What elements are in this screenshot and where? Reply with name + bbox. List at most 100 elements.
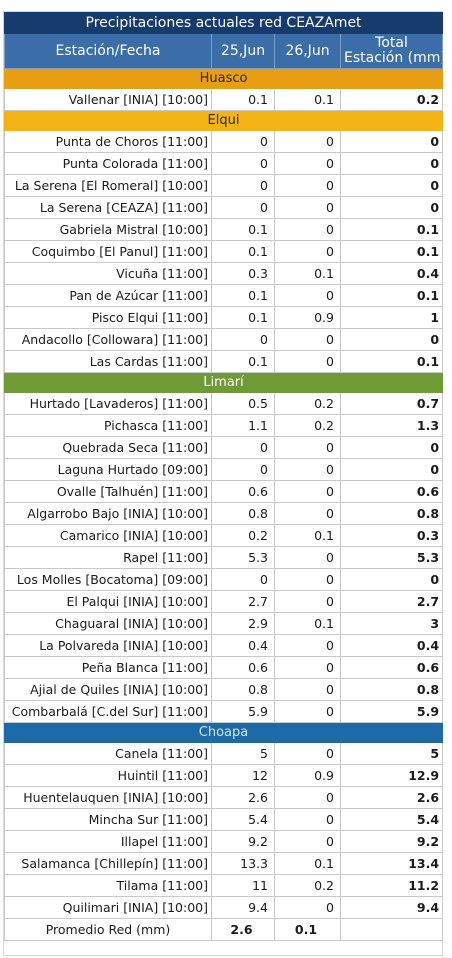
day1-value: 5.3 xyxy=(211,546,275,569)
station-name: Hurtado [Lavaderos] [11:00] xyxy=(4,392,212,415)
total-value: 0.3 xyxy=(339,524,444,547)
day1-value: 1.1 xyxy=(211,414,275,437)
table-row: Pichasca [11:00] 1.1 0.2 1.3 xyxy=(4,414,444,437)
station-name: Andacollo [Collowara] [11:00] xyxy=(4,328,212,351)
station-name: Ajial de Quiles [INIA] [10:00] xyxy=(4,678,212,701)
day1-value: 5 xyxy=(211,742,275,765)
station-name: Las Cardas [11:00] xyxy=(4,350,212,373)
day2-value: 0 xyxy=(274,808,341,831)
table-row: Canela [11:00] 5 0 5 xyxy=(4,742,444,765)
day1-value: 0.1 xyxy=(211,218,275,241)
station-name: Combarbalá [C.del Sur] [11:00] xyxy=(4,700,212,723)
day1-value: 0.6 xyxy=(211,480,275,503)
table-row: Pan de Azúcar [11:00] 0.1 0 0.1 xyxy=(4,284,444,307)
header-day1: 25,Jun xyxy=(211,33,275,69)
header-total-line2: Estación (mm) xyxy=(344,50,443,66)
station-name: Pan de Azúcar [11:00] xyxy=(4,284,212,307)
day2-value: 0 xyxy=(274,240,341,263)
day2-value: 0.1 xyxy=(274,852,341,875)
day1-value: 9.4 xyxy=(211,896,275,919)
day2-value: 0 xyxy=(274,284,341,307)
day2-value: 0.1 xyxy=(274,262,341,285)
table-row: Vicuña [11:00] 0.3 0.1 0.4 xyxy=(4,262,444,285)
total-value: 3 xyxy=(339,612,444,635)
day2-value: 0 xyxy=(274,742,341,765)
day1-value: 0.1 xyxy=(211,284,275,307)
total-value: 9.4 xyxy=(339,896,444,919)
table-row: Punta Colorada [11:00] 0 0 0 xyxy=(4,152,444,175)
station-name: Canela [11:00] xyxy=(4,742,212,765)
day1-value: 0.4 xyxy=(211,634,275,657)
day2-value: 0.9 xyxy=(274,764,341,787)
day1-value: 0.8 xyxy=(211,678,275,701)
table-row: Ajial de Quiles [INIA] [10:00] 0.8 0 0.8 xyxy=(4,678,444,701)
precipitation-table-container: Precipitaciones actuales red CEAZAmet Es… xyxy=(3,12,444,941)
total-value: 13.4 xyxy=(339,852,444,875)
table-row: Mincha Sur [11:00] 5.4 0 5.4 xyxy=(4,808,444,831)
header-row: Estación/Fecha 25,Jun 26,Jun Total Estac… xyxy=(4,33,444,69)
precipitation-table: Precipitaciones actuales red CEAZAmet Es… xyxy=(3,12,444,941)
station-name: El Palqui [INIA] [10:00] xyxy=(4,590,212,613)
header-total-line1: Total xyxy=(375,35,408,51)
region-name: Elqui xyxy=(3,110,444,131)
station-name: La Serena [CEAZA] [11:00] xyxy=(4,196,212,219)
day1-value: 0.8 xyxy=(211,502,275,525)
station-name: Pichasca [11:00] xyxy=(4,414,212,437)
day2-value: 0.2 xyxy=(274,392,341,415)
total-value: 0 xyxy=(339,568,444,591)
total-value: 2.7 xyxy=(339,590,444,613)
day1-value: 0 xyxy=(211,152,275,175)
day2-value: 0 xyxy=(274,436,341,459)
day1-value: 0 xyxy=(211,458,275,481)
table-row: Quebrada Seca [11:00] 0 0 0 xyxy=(4,436,444,459)
table-row: Coquimbo [El Panul] [11:00] 0.1 0 0.1 xyxy=(4,240,444,263)
total-value: 0 xyxy=(339,174,444,197)
day2-value: 0.2 xyxy=(274,874,341,897)
table-row: Ovalle [Talhuén] [11:00] 0.6 0 0.6 xyxy=(4,480,444,503)
region-name: Limarí xyxy=(3,372,444,393)
day1-value: 0.5 xyxy=(211,392,275,415)
table-row: Punta de Choros [11:00] 0 0 0 xyxy=(4,130,444,153)
total-value: 0.2 xyxy=(339,88,444,111)
total-value: 0.4 xyxy=(339,634,444,657)
region-header-choapa: Choapa xyxy=(3,722,444,743)
table-row: Rapel [11:00] 5.3 0 5.3 xyxy=(4,546,444,569)
total-value: 0 xyxy=(339,130,444,153)
average-day2: 0.1 xyxy=(274,918,341,941)
total-value: 0.8 xyxy=(339,678,444,701)
header-day2: 26,Jun xyxy=(274,33,341,69)
day2-value: 0 xyxy=(274,546,341,569)
day1-value: 5.9 xyxy=(211,700,275,723)
total-value: 0.1 xyxy=(339,240,444,263)
table-row: Combarbalá [C.del Sur] [11:00] 5.9 0 5.9 xyxy=(4,700,444,723)
day1-value: 0 xyxy=(211,174,275,197)
day2-value: 0 xyxy=(274,458,341,481)
day2-value: 0 xyxy=(274,678,341,701)
table-row: Algarrobo Bajo [INIA] [10:00] 0.8 0 0.8 xyxy=(4,502,444,525)
table-row: Huentelauquen [INIA] [10:00] 2.6 0 2.6 xyxy=(4,786,444,809)
station-name: Ovalle [Talhuén] [11:00] xyxy=(4,480,212,503)
table-row: Salamanca [Chillepín] [11:00] 13.3 0.1 13.4 xyxy=(4,852,444,875)
day2-value: 0 xyxy=(274,218,341,241)
table-row: La Serena [El Romeral] [10:00] 0 0 0 xyxy=(4,174,444,197)
day1-value: 0.6 xyxy=(211,656,275,679)
table-row: Andacollo [Collowara] [11:00] 0 0 0 xyxy=(4,328,444,351)
total-value: 1 xyxy=(339,306,444,329)
table-row: El Palqui [INIA] [10:00] 2.7 0 2.7 xyxy=(4,590,444,613)
table-row: La Serena [CEAZA] [11:00] 0 0 0 xyxy=(4,196,444,219)
station-name: Laguna Hurtado [09:00] xyxy=(4,458,212,481)
total-value: 0.1 xyxy=(339,218,444,241)
average-row: Promedio Red (mm) 2.6 0.1 xyxy=(4,918,444,941)
day1-value: 0 xyxy=(211,436,275,459)
table-row: Chaguaral [INIA] [10:00] 2.9 0.1 3 xyxy=(4,612,444,635)
table-row: Pisco Elqui [11:00] 0.1 0.9 1 xyxy=(4,306,444,329)
day1-value: 2.9 xyxy=(211,612,275,635)
day1-value: 2.6 xyxy=(211,786,275,809)
total-value: 0.6 xyxy=(339,480,444,503)
day2-value: 0 xyxy=(274,568,341,591)
total-value: 1.3 xyxy=(339,414,444,437)
day2-value: 0 xyxy=(274,896,341,919)
table-row: Peña Blanca [11:00] 0.6 0 0.6 xyxy=(4,656,444,679)
day2-value: 0 xyxy=(274,700,341,723)
header-total: Total Estación (mm) xyxy=(339,33,444,69)
